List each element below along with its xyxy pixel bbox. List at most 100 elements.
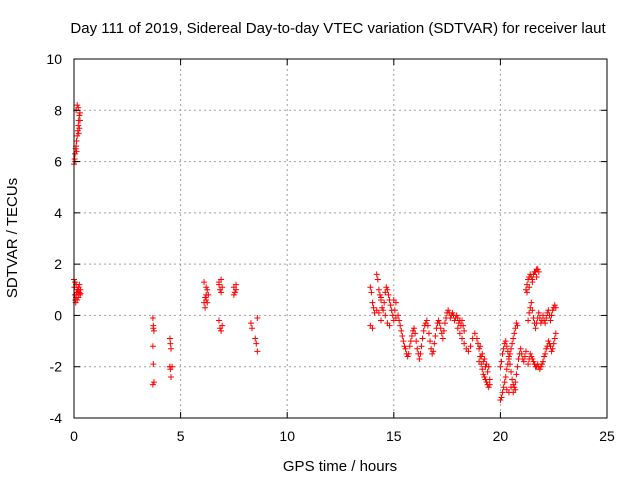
data-point xyxy=(498,358,505,365)
data-point xyxy=(406,343,413,350)
data-point xyxy=(509,376,516,383)
data-point xyxy=(150,327,157,334)
y-tick-label: 6 xyxy=(54,154,62,170)
data-point xyxy=(550,340,557,347)
data-point xyxy=(547,317,554,324)
data-point xyxy=(425,330,432,337)
data-point xyxy=(379,304,386,311)
data-point xyxy=(480,371,487,378)
y-tick-label: -2 xyxy=(50,359,63,375)
plot-frame xyxy=(73,58,608,419)
data-point xyxy=(369,299,376,306)
data-point xyxy=(74,127,81,134)
y-tick-label: 4 xyxy=(54,205,62,221)
data-point xyxy=(512,379,519,386)
data-point xyxy=(203,284,210,291)
data-point xyxy=(374,276,381,283)
data-point xyxy=(253,340,260,347)
data-point xyxy=(536,366,543,373)
data-point xyxy=(215,317,222,324)
data-point xyxy=(440,327,447,334)
data-point xyxy=(502,373,509,380)
data-point xyxy=(385,291,392,298)
data-point xyxy=(75,122,82,129)
data-point xyxy=(530,358,537,365)
data-point xyxy=(375,286,382,293)
data-point xyxy=(486,376,493,383)
data-point xyxy=(412,330,419,337)
data-point xyxy=(405,350,412,357)
data-point xyxy=(459,317,466,324)
data-point xyxy=(378,297,385,304)
data-point xyxy=(231,289,238,296)
data-point xyxy=(476,345,483,352)
data-point xyxy=(417,350,424,357)
data-point xyxy=(502,338,509,345)
data-point xyxy=(76,112,83,119)
data-point xyxy=(549,307,556,314)
data-point xyxy=(367,284,374,291)
data-point xyxy=(506,361,513,368)
data-point xyxy=(430,348,437,355)
data-point xyxy=(419,335,426,342)
data-point xyxy=(548,312,555,319)
data-point xyxy=(485,384,492,391)
data-point xyxy=(504,348,511,355)
data-point xyxy=(202,304,209,311)
data-point xyxy=(524,289,531,296)
data-point xyxy=(517,345,524,352)
data-point xyxy=(548,348,555,355)
data-point xyxy=(543,345,550,352)
data-point xyxy=(512,386,519,393)
data-point xyxy=(254,314,261,321)
data-point xyxy=(383,284,390,291)
data-point xyxy=(503,366,510,373)
data-point xyxy=(202,294,209,301)
data-point xyxy=(528,353,535,360)
data-point xyxy=(541,353,548,360)
data-point xyxy=(414,345,421,352)
x-tick-label: 15 xyxy=(386,428,402,444)
y-tick-label: 10 xyxy=(46,51,62,67)
data-point xyxy=(542,350,549,357)
data-point xyxy=(467,343,474,350)
data-point xyxy=(76,125,83,132)
data-point xyxy=(522,348,529,355)
data-point xyxy=(74,132,81,139)
data-point xyxy=(483,379,490,386)
data-point xyxy=(545,338,552,345)
data-point xyxy=(382,312,389,319)
data-point xyxy=(481,373,488,380)
data-point xyxy=(370,304,377,311)
data-point xyxy=(527,350,534,357)
data-point xyxy=(204,299,211,306)
x-tick-label: 10 xyxy=(279,428,295,444)
y-tick-label: -4 xyxy=(50,410,63,426)
data-point xyxy=(479,350,486,357)
data-point xyxy=(75,104,82,111)
data-point xyxy=(77,290,84,297)
data-point xyxy=(508,384,515,391)
data-point xyxy=(551,302,558,309)
data-point xyxy=(513,320,520,327)
data-point xyxy=(445,307,452,314)
data-point xyxy=(509,340,516,347)
data-point xyxy=(529,307,536,314)
data-point xyxy=(473,335,480,342)
data-point xyxy=(233,286,240,293)
data-point xyxy=(465,348,472,355)
data-point xyxy=(478,353,485,360)
data-point xyxy=(418,343,425,350)
x-axis-label: GPS time / hours xyxy=(283,458,397,475)
data-point xyxy=(525,317,532,324)
data-point xyxy=(511,330,518,337)
data-point xyxy=(508,345,515,352)
data-point xyxy=(149,314,156,321)
data-point xyxy=(76,117,83,124)
x-tick-label: 5 xyxy=(177,428,185,444)
data-point xyxy=(551,335,558,342)
y-tick-label: 8 xyxy=(54,102,62,118)
data-point xyxy=(386,322,393,329)
data-point xyxy=(449,309,456,316)
